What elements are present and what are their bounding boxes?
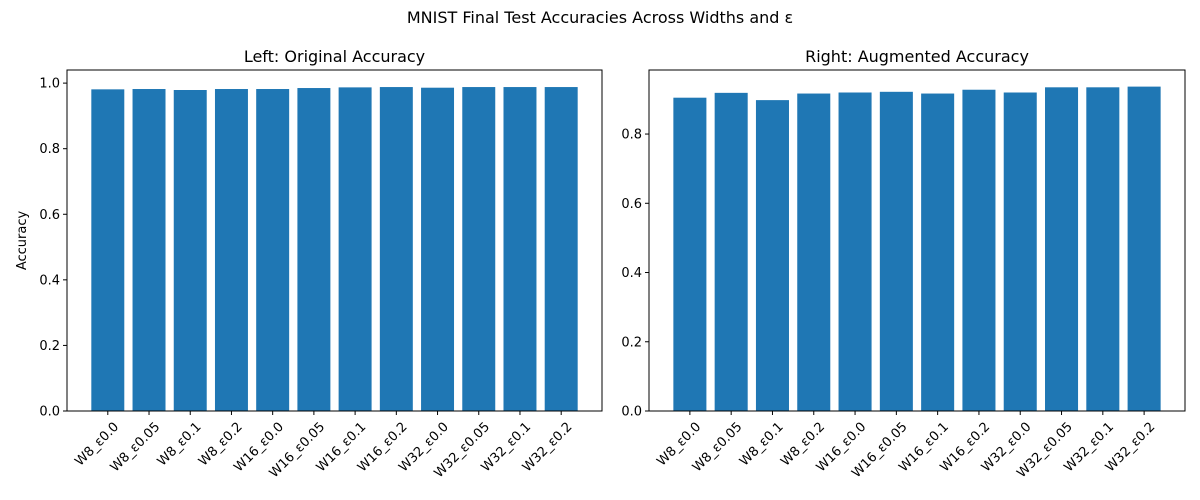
bar-2-2: [714, 92, 748, 412]
bar-2-9: [1003, 92, 1037, 412]
bar-2-12: [1127, 86, 1161, 412]
y-tick-label-1-4: 0.6: [39, 208, 60, 223]
bar-1-9: [421, 87, 455, 411]
bar-1-1: [91, 89, 125, 412]
bar-2-6: [879, 91, 913, 411]
y-tick-label-2-4: 0.6: [621, 197, 642, 212]
bar-2-8: [962, 89, 996, 411]
y-axis-label-1: Accuracy: [15, 211, 30, 271]
axes-frame-2: [648, 69, 1186, 412]
bar-2-10: [1045, 87, 1079, 412]
y-tick-label-2-3: 0.4: [621, 266, 642, 281]
bar-1-12: [544, 87, 578, 412]
y-tick-label-2-1: 0.0: [621, 405, 642, 420]
axes-frame-1: [66, 69, 603, 412]
panel-title-1: Left: Original Accuracy: [244, 47, 425, 66]
bar-2-1: [673, 97, 707, 411]
bar-1-8: [379, 87, 413, 412]
bar-2-4: [797, 93, 831, 412]
bar-2-3: [755, 100, 789, 412]
y-tick-label-1-5: 0.8: [39, 142, 60, 157]
bar-1-2: [132, 89, 166, 412]
bar-1-4: [214, 89, 248, 412]
plots-group: 0.00.20.40.60.81.0W8_ε0.0W8_ε0.05W8_ε0.1…: [15, 47, 1186, 481]
panel-title-2: Right: Augmented Accuracy: [805, 47, 1029, 66]
bar-1-3: [173, 90, 207, 411]
bar-1-6: [297, 88, 331, 411]
y-tick-label-1-3: 0.4: [39, 273, 60, 288]
figure-suptitle: MNIST Final Test Accuracies Across Width…: [407, 8, 793, 27]
bar-1-7: [338, 87, 372, 412]
bar-1-10: [462, 87, 496, 412]
y-tick-label-1-6: 1.0: [39, 77, 60, 92]
y-tick-label-2-2: 0.2: [621, 335, 642, 350]
bar-1-5: [256, 89, 290, 412]
bar-2-5: [838, 92, 872, 412]
chart-panel-1: 0.00.20.40.60.81.0W8_ε0.0W8_ε0.05W8_ε0.1…: [15, 47, 603, 481]
y-tick-label-1-1: 0.0: [39, 405, 60, 420]
x-tick-label-1-3: W8_ε0.1: [155, 420, 205, 470]
bar-2-11: [1086, 87, 1120, 412]
y-tick-label-2-5: 0.8: [621, 128, 642, 143]
bar-1-11: [503, 87, 537, 412]
bar-2-7: [921, 93, 955, 412]
y-tick-label-1-2: 0.2: [39, 339, 60, 354]
chart-panel-2: 0.00.20.40.60.8W8_ε0.0W8_ε0.05W8_ε0.1W8_…: [621, 47, 1186, 481]
x-tick-label-2-3: W8_ε0.1: [737, 420, 787, 470]
